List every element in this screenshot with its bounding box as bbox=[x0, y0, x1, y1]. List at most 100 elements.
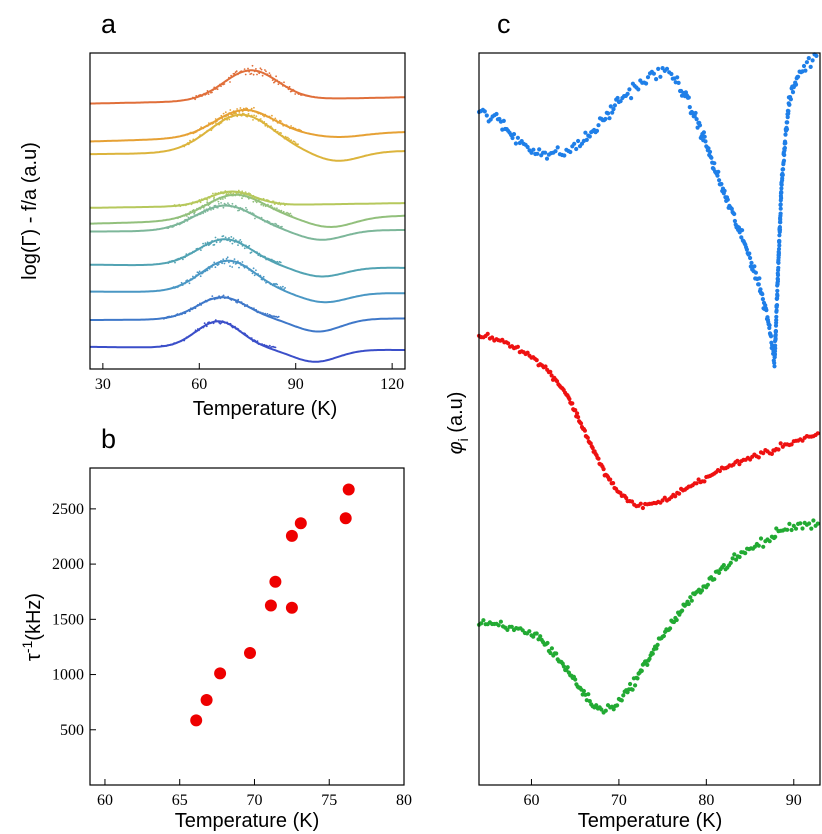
panel-c-data-point bbox=[655, 642, 660, 648]
panel-c-data-point bbox=[782, 152, 787, 158]
panel-a-noise-point bbox=[286, 136, 289, 139]
panel-a-noise-point bbox=[213, 125, 216, 127]
panel-a-noise-point bbox=[233, 72, 236, 75]
panel-b-xtick-label: 70 bbox=[246, 792, 262, 809]
panel-a-series-line bbox=[90, 296, 406, 333]
panel-b-xtick-label: 75 bbox=[321, 792, 337, 809]
panel-c-data-point bbox=[680, 608, 685, 613]
panel-a-noise-point bbox=[200, 249, 202, 252]
panel-a-noise-point bbox=[202, 133, 205, 136]
panel-a-noise-point bbox=[240, 264, 243, 266]
panel-a-noise-point bbox=[198, 135, 200, 138]
panel-a-noise-point bbox=[244, 191, 247, 194]
panel-a-noise-point bbox=[262, 122, 264, 124]
panel-a-noise-point bbox=[263, 219, 265, 222]
panel-a-noise-point bbox=[273, 207, 276, 210]
panel-a-noise-point bbox=[229, 322, 232, 325]
panel-a-noise-point bbox=[187, 143, 190, 146]
panel-a-noise-point bbox=[203, 92, 206, 95]
panel-c-data-point bbox=[776, 260, 781, 265]
panel-c-data-point bbox=[760, 297, 766, 302]
panel-c-data-point bbox=[761, 544, 766, 549]
panel-c-data-point bbox=[778, 220, 783, 225]
panel-c-data-point bbox=[509, 624, 514, 629]
panel-a-noise-point bbox=[202, 212, 205, 215]
panel-c-data-point bbox=[603, 116, 608, 122]
panel-a-noise-point bbox=[293, 140, 296, 143]
panel-a-noise-point bbox=[238, 240, 241, 243]
panel-a-noise-point bbox=[252, 267, 255, 270]
panel-a-noise-point bbox=[271, 284, 274, 287]
panel-a-noise-point bbox=[196, 214, 199, 217]
panel-a-noise-point bbox=[280, 209, 283, 212]
panel-a-noise-point bbox=[291, 141, 294, 144]
panel-a-noise-point bbox=[213, 243, 216, 246]
panel-a-noise-point bbox=[234, 325, 236, 328]
panel-c-data-point bbox=[778, 441, 783, 446]
panel-a-noise-point bbox=[229, 109, 232, 111]
panel-a-noise-point bbox=[230, 205, 233, 208]
panel-label-c: c bbox=[497, 9, 511, 39]
panel-a-noise-point bbox=[190, 307, 192, 310]
panel-a-noise-point bbox=[207, 208, 210, 211]
panel-c-data-point bbox=[785, 527, 790, 532]
panel-a-noise-point bbox=[174, 287, 176, 289]
panel-a-noise-point bbox=[294, 93, 297, 95]
panel-c-data-point bbox=[753, 270, 759, 275]
panel-c-data-point bbox=[793, 526, 799, 531]
panel-a-noise-point bbox=[173, 204, 176, 206]
panel-b-ylabel: τ-1(kHz) bbox=[19, 593, 45, 661]
panel-a-noise-point bbox=[241, 261, 244, 263]
panel-c-data-point bbox=[638, 501, 643, 506]
panel-a-xtick-label: 90 bbox=[288, 376, 304, 393]
panel-b-data-point bbox=[214, 667, 227, 680]
panel-a-noise-point bbox=[244, 195, 247, 198]
panel-a-noise-point bbox=[218, 203, 220, 205]
panel-a-noise-point bbox=[198, 329, 200, 332]
panel-b-data-point bbox=[269, 575, 282, 588]
panel-a-noise-point bbox=[247, 267, 249, 270]
panel-a-noise-point bbox=[192, 138, 195, 141]
panel-c-data-point bbox=[505, 627, 510, 633]
panel-a-x-axis: 30 60 90 120 bbox=[95, 363, 404, 393]
panel-c-data-point bbox=[594, 703, 599, 708]
panel-c-data-point bbox=[785, 115, 790, 120]
panel-a-noise-point bbox=[240, 108, 243, 111]
panel-a-noise-point bbox=[276, 130, 279, 133]
panel-a-noise-point bbox=[279, 261, 282, 264]
panel-c-data-point bbox=[783, 132, 788, 137]
panel-a-noise-point bbox=[280, 120, 282, 123]
panel-a-noise-point bbox=[192, 209, 195, 211]
panel-c-data-point bbox=[788, 97, 794, 102]
panel-a-noise-point bbox=[182, 258, 184, 261]
panel-a-noise-point bbox=[202, 271, 204, 274]
panel-a-noise-point bbox=[257, 273, 259, 275]
panel-a-noise-point bbox=[235, 112, 238, 115]
panel-a-noise-point bbox=[242, 303, 245, 305]
panel-a-noise-point bbox=[244, 114, 247, 117]
panel-a-noise-point bbox=[226, 321, 229, 324]
panel-a-noise-point bbox=[201, 95, 203, 97]
panel-a-noise-point bbox=[247, 245, 250, 248]
panel-c-data-point bbox=[534, 631, 539, 636]
panel-a-noise-point bbox=[250, 270, 253, 273]
panel-a-noise-point bbox=[300, 129, 303, 132]
panel-a-noise-point bbox=[250, 306, 253, 309]
panel-c-data-point bbox=[561, 664, 567, 669]
panel-b-ytick-label: 1500 bbox=[52, 611, 84, 628]
panel-c-data-point bbox=[645, 75, 651, 80]
panel-a-noise-point bbox=[277, 262, 280, 265]
panel-a-noise-point bbox=[226, 113, 228, 116]
panel-a-noise-point bbox=[284, 204, 286, 207]
panel-a-noise-point bbox=[256, 118, 259, 121]
panel-a-noise-point bbox=[263, 203, 266, 205]
panel-a-noise-point bbox=[231, 76, 234, 78]
panel-a-noise-point bbox=[243, 247, 246, 250]
panel-a-noise-point bbox=[264, 69, 266, 71]
panel-a-noise-point bbox=[228, 237, 230, 239]
panel-a-noise-point bbox=[206, 199, 209, 201]
panel-b-data-point bbox=[264, 599, 277, 612]
panel-b-frame bbox=[89, 467, 405, 786]
panel-a-noise-point bbox=[208, 197, 211, 199]
panel-a-noise-point bbox=[274, 117, 277, 120]
